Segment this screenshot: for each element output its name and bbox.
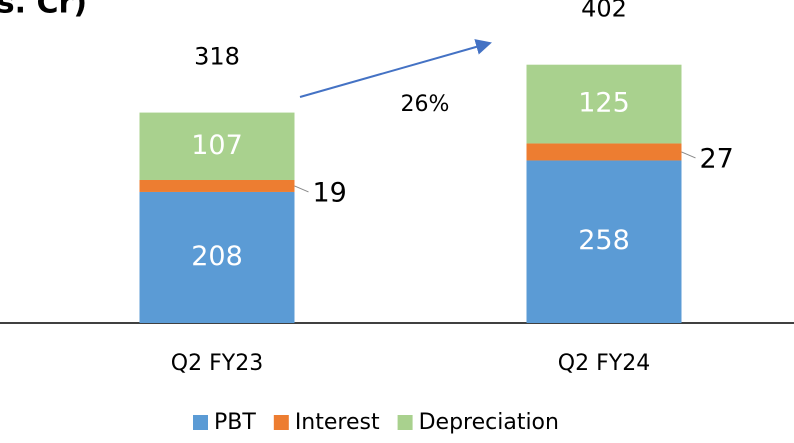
bar-segment (526, 160, 682, 323)
x-tick-label: Q2 FY24 (558, 351, 650, 376)
leader-line (294, 185, 309, 193)
legend-swatch (397, 415, 413, 430)
legend-swatch (193, 415, 208, 430)
total-label: 402 (581, 0, 627, 23)
data-label: 19 (313, 177, 347, 208)
growth-arrow (299, 39, 492, 98)
bar-segment (526, 64, 682, 144)
bar-segment (526, 143, 682, 161)
total-label: 318 (194, 43, 240, 71)
data-label: 208 (191, 241, 243, 272)
bar-segment (139, 179, 295, 192)
bar-segment (139, 191, 295, 323)
data-label: 125 (578, 88, 630, 119)
data-label: 107 (191, 130, 243, 161)
legend-swatch (273, 415, 289, 430)
data-label: 258 (578, 225, 630, 256)
legend-label: Depreciation (419, 410, 559, 435)
x-tick-label: Q2 FY23 (171, 351, 263, 376)
legend-label: Interest (295, 410, 380, 435)
annotation: 26% (401, 92, 450, 117)
leader-line (681, 151, 696, 159)
legend-label: PBT (214, 410, 256, 435)
chart-title: (Rs. Cr) (0, 0, 87, 21)
data-label: 27 (700, 143, 734, 174)
bar-segment (139, 112, 295, 180)
